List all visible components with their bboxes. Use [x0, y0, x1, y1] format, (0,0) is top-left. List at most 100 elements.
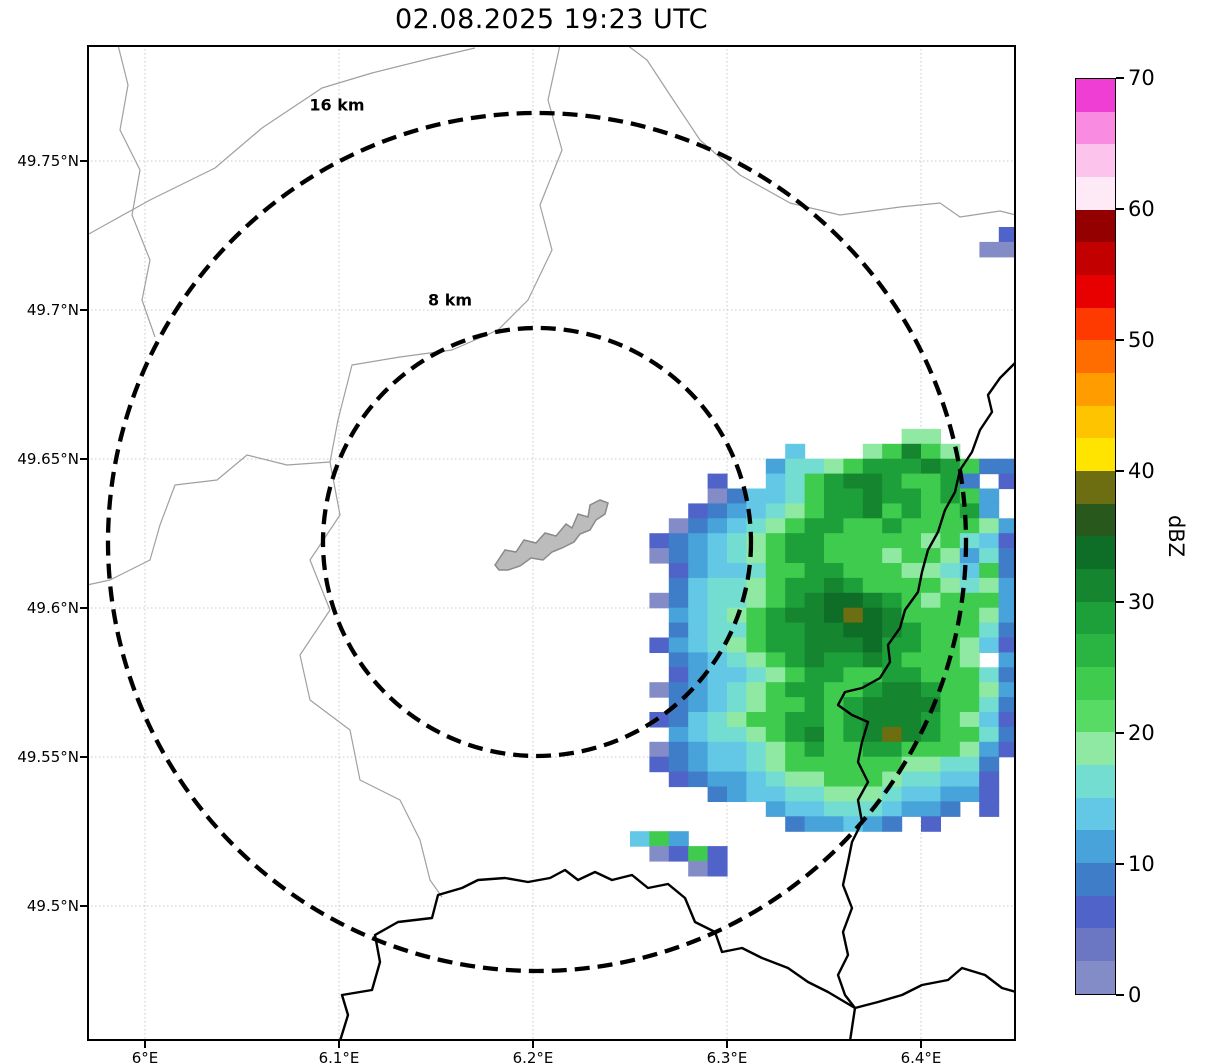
radar-cell	[901, 801, 922, 817]
radar-cell	[649, 712, 670, 728]
colorbar-segment	[1076, 242, 1115, 276]
radar-cell	[804, 592, 825, 609]
radar-cell	[765, 712, 786, 728]
radar-cell	[824, 533, 844, 549]
colorbar-tick-label: 60	[1128, 197, 1155, 221]
radar-cell	[882, 458, 903, 475]
colorbar-segment	[1076, 765, 1115, 798]
radar-cell	[668, 518, 689, 534]
radar-cell	[785, 473, 806, 490]
colorbar-segment	[1076, 569, 1115, 602]
radar-cell	[862, 518, 883, 534]
admin-border-line	[626, 45, 1016, 218]
lon-tick-mark	[338, 1041, 340, 1048]
radar-cell	[785, 577, 806, 594]
radar-cell	[882, 533, 903, 549]
radar-cell	[998, 577, 1016, 594]
radar-cell	[785, 801, 806, 817]
radar-cell	[901, 458, 922, 475]
radar-cell	[765, 771, 786, 788]
radar-cell	[668, 652, 689, 668]
radar-cell	[959, 473, 980, 490]
timestamp-title: 02.08.2025 19:23 UTC	[394, 4, 709, 35]
radar-cell	[746, 577, 767, 594]
radar-cell	[843, 712, 864, 728]
radar-cell	[765, 637, 786, 653]
radar-cell	[921, 503, 941, 519]
radar-cell	[668, 726, 689, 743]
radar-cell	[727, 563, 747, 579]
radar-cell	[746, 622, 767, 639]
colorbar-tick-mark	[1116, 470, 1124, 472]
radar-cell	[998, 241, 1016, 258]
radar-cell	[707, 488, 728, 504]
radar-cell	[765, 592, 786, 609]
radar-cell	[998, 637, 1016, 653]
range-ring-label-8km: 8 km	[427, 290, 473, 310]
radar-cell	[727, 726, 747, 743]
radar-cell	[785, 667, 806, 683]
radar-cell	[862, 563, 883, 579]
radar-cell	[804, 652, 825, 668]
lat-tick-mark	[80, 309, 87, 311]
radar-cell	[727, 756, 747, 773]
radar-cell	[921, 771, 941, 788]
radar-cell	[707, 771, 728, 788]
radar-cell	[824, 726, 844, 743]
admin-border-line	[117, 45, 156, 338]
radar-cell	[746, 652, 767, 668]
radar-cell	[688, 503, 709, 519]
radar-cell	[940, 682, 961, 698]
radar-cell	[979, 458, 1000, 475]
radar-cell	[785, 533, 806, 549]
radar-cell	[746, 726, 767, 743]
radar-cell	[688, 846, 709, 862]
radar-cell	[843, 518, 864, 534]
radar-cell	[901, 771, 922, 788]
radar-cell	[959, 756, 980, 773]
radar-cell	[804, 741, 825, 758]
radar-cell	[882, 503, 903, 519]
radar-cell	[688, 637, 709, 653]
radar-cell	[959, 622, 980, 639]
radar-cell	[862, 697, 883, 713]
colorbar-segment	[1076, 667, 1115, 700]
radar-cell	[843, 652, 864, 668]
radar-cell	[824, 622, 844, 639]
radar-cell	[668, 563, 689, 579]
radar-cell	[824, 548, 844, 564]
radar-cell	[921, 637, 941, 653]
radar-cell	[649, 548, 670, 564]
radar-cell	[804, 682, 825, 698]
colorbar-segment	[1076, 961, 1115, 994]
radar-cell	[630, 831, 650, 847]
colorbar-segment	[1076, 405, 1115, 439]
radar-cell	[940, 637, 961, 653]
radar-cell	[921, 667, 941, 683]
radar-cell	[707, 503, 728, 519]
radar-cell	[959, 533, 980, 549]
radar-cell	[785, 488, 806, 504]
radar-cell	[688, 592, 709, 609]
radar-cell	[862, 488, 883, 504]
country-border-stub	[848, 1007, 857, 1041]
radar-cell	[824, 816, 844, 832]
radar-cell	[959, 637, 980, 653]
radar-cell	[901, 443, 922, 460]
radar-cell	[862, 443, 883, 460]
radar-cell	[707, 712, 728, 728]
radar-cell	[746, 712, 767, 728]
radar-cell	[882, 682, 903, 698]
radar-cell	[804, 697, 825, 713]
radar-cell	[843, 503, 864, 519]
radar-cell	[882, 726, 903, 743]
colorbar-tick-label: 20	[1128, 721, 1155, 745]
lon-tick-mark	[532, 1041, 534, 1048]
radar-cell	[998, 548, 1016, 564]
radar-cell	[921, 741, 941, 758]
radar-cell	[727, 771, 747, 788]
radar-cell	[824, 503, 844, 519]
radar-cell	[824, 801, 844, 817]
colorbar-segment	[1076, 79, 1115, 112]
radar-cell	[882, 712, 903, 728]
